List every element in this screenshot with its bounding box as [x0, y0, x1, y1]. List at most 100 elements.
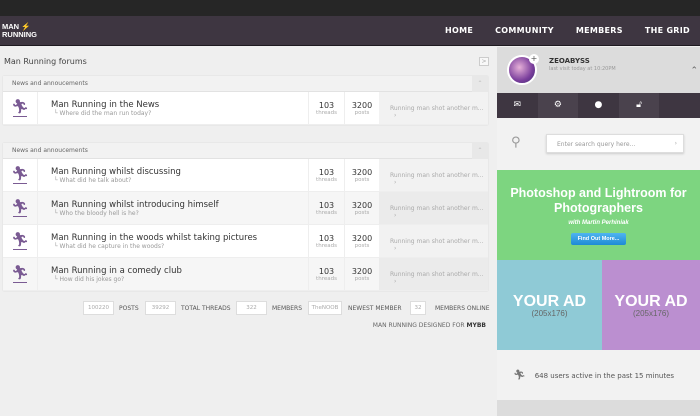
last-post-link[interactable]: Running man shot another m... ›: [379, 258, 488, 290]
threads-label: threads: [316, 210, 337, 216]
posts-count: 100220: [83, 301, 114, 315]
nav-members[interactable]: MEMBERS: [575, 26, 623, 35]
posts-label: posts: [354, 177, 370, 183]
threads-count: 103: [318, 267, 335, 276]
toolbar-empty: [659, 93, 700, 118]
inbox-icon[interactable]: ✉: [513, 100, 522, 110]
credit-brand[interactable]: MYBB: [466, 322, 486, 329]
threads-label: threads: [316, 177, 337, 183]
posts-label: posts: [354, 243, 370, 249]
forum-description: └ What did he capture in the woods?: [54, 243, 165, 250]
last-post-text: Running man shot another m...: [390, 271, 484, 278]
category-title: News and annoucements: [12, 80, 88, 87]
collapse-icon[interactable]: ⌃: [472, 76, 488, 92]
posts-stat: 3200 posts: [344, 92, 379, 124]
chevron-right-icon[interactable]: ›: [674, 140, 677, 147]
active-users: 🏃︎ 648 users active in the past 15 minute…: [513, 370, 674, 381]
forum-title[interactable]: Man Running whilst introducing himself: [51, 200, 219, 210]
runner-icon: 🏃︎: [513, 370, 526, 381]
forum-description-text: Who the bloody hell is he?: [59, 210, 139, 217]
chevron-right-icon: ›: [394, 212, 397, 219]
collapse-icon[interactable]: ⌃: [472, 143, 488, 159]
threads-count: 103: [318, 101, 335, 110]
lock-icon[interactable]: 🔓︎: [618, 93, 660, 118]
plus-icon[interactable]: +: [529, 54, 539, 64]
forum-row[interactable]: 🏃︎ Man Running whilst introducing himsel…: [3, 192, 488, 225]
posts-label: posts: [354, 210, 370, 216]
runner-icon: 🏃︎: [3, 225, 38, 257]
posts-label: posts: [354, 110, 370, 116]
chat-icon[interactable]: ●: [594, 100, 603, 110]
profile-panel: + ZEOABYSS last visit today at 10:20PM ⌃: [497, 47, 700, 93]
newest-member-label: NEWEST MEMBER: [348, 305, 402, 312]
chevron-right-icon: ›: [394, 278, 397, 285]
gear-icon[interactable]: ⚙: [537, 93, 579, 118]
logo[interactable]: MAN ⚡ RUNNING: [2, 22, 37, 39]
threads-label: threads: [316, 276, 337, 282]
threads-label: threads: [316, 243, 337, 249]
threads-label: threads: [316, 110, 337, 116]
forum-main: Man Running forums > News and annoucemen…: [0, 47, 497, 416]
forum-row[interactable]: 🏃︎ Man Running whilst discussing └ What …: [3, 159, 488, 192]
user-toolbar: ✉ ⚙ ● 🔓︎: [497, 93, 700, 118]
category-title: News and annoucements: [12, 147, 88, 154]
forum-description-text: How did his jokes go?: [59, 276, 125, 283]
runner-icon: 🏃︎: [3, 192, 38, 224]
main-nav: MAN ⚡ RUNNING HOME COMMUNITY MEMBERS THE …: [0, 16, 700, 46]
chevron-right-icon: ›: [394, 179, 397, 186]
nav-community[interactable]: COMMUNITY: [495, 26, 554, 35]
forum-title[interactable]: Man Running in a comedy club: [51, 266, 182, 276]
last-post-link[interactable]: Running man shot another m... ›: [379, 225, 488, 257]
find-out-more-button[interactable]: Find Out More...: [570, 233, 627, 245]
last-post-link[interactable]: Running man shot another m... ›: [379, 192, 488, 224]
promo-banner[interactable]: Photoshop and Lightroom for Photographer…: [497, 170, 700, 260]
sidebar: + ZEOABYSS last visit today at 10:20PM ⌃…: [497, 47, 700, 416]
forum-category: News and annoucements ⌃ 🏃︎ Man Running wh…: [3, 143, 488, 291]
members-count: 322: [236, 301, 267, 315]
forum-description: └ What did he talk about?: [54, 177, 132, 184]
posts-stat: 3200 posts: [344, 192, 379, 224]
promo-subtitle: with Martin Perhiniak: [568, 220, 629, 226]
chevron-right-icon: ›: [394, 245, 397, 252]
last-post-text: Running man shot another m...: [390, 205, 484, 212]
sidebar-footer: [497, 400, 700, 416]
forum-description-text: Where did the man run today?: [59, 110, 152, 117]
nav-the-grid[interactable]: THE GRID: [644, 26, 690, 35]
search-icon[interactable]: ⚲: [511, 135, 521, 150]
breadcrumb[interactable]: Man Running forums: [4, 57, 87, 66]
forum-title[interactable]: Man Running whilst discussing: [51, 167, 181, 177]
category-header: News and annoucements ⌃: [3, 76, 488, 92]
threads-stat: 103 threads: [308, 225, 344, 257]
forum-row[interactable]: 🏃︎ Man Running in the woods whilst takin…: [3, 225, 488, 258]
username[interactable]: ZEOABYSS: [549, 57, 590, 65]
ad-slot-2[interactable]: YOUR AD (205x176): [602, 260, 700, 350]
chevron-up-icon[interactable]: ⌃: [690, 66, 698, 76]
newest-member[interactable]: TheNOOB: [308, 301, 342, 315]
forum-row[interactable]: 🏃︎ Man Running in a comedy club └ How di…: [3, 258, 488, 291]
forum-title[interactable]: Man Running in the News: [51, 100, 160, 110]
threads-stat: 103 threads: [308, 258, 344, 290]
nav-home[interactable]: HOME: [445, 26, 474, 35]
online-count: 32: [410, 301, 426, 315]
last-post-link[interactable]: Running man shot another m... ›: [379, 159, 488, 191]
ad-slot-1[interactable]: YOUR AD (205x176): [497, 260, 602, 350]
posts-count: 3200: [351, 168, 373, 177]
last-post-text: Running man shot another m...: [390, 172, 484, 179]
posts-label: POSTS: [119, 305, 139, 312]
forum-title[interactable]: Man Running in the woods whilst taking p…: [51, 233, 258, 243]
search-input[interactable]: Enter search query here... ›: [546, 134, 684, 153]
last-post-text: Running man shot another m...: [390, 105, 484, 112]
search-placeholder: Enter search query here...: [557, 141, 636, 148]
chevron-right-icon: ›: [394, 112, 397, 119]
runner-icon: 🏃︎: [3, 159, 38, 191]
ad-label: YOUR AD: [512, 293, 587, 310]
top-bar: [0, 0, 700, 16]
last-post-link[interactable]: Running man shot another m... ›: [379, 92, 488, 124]
threads-count: 103: [318, 234, 335, 243]
forum-row[interactable]: 🏃︎ Man Running in the News └ Where did t…: [3, 92, 488, 125]
forum-description: └ Where did the man run today?: [54, 110, 152, 117]
posts-label: posts: [354, 276, 370, 282]
ad-size: (205x176): [632, 309, 670, 318]
breadcrumb-expand-button[interactable]: >: [479, 57, 489, 66]
ad-label: YOUR AD: [614, 293, 688, 310]
